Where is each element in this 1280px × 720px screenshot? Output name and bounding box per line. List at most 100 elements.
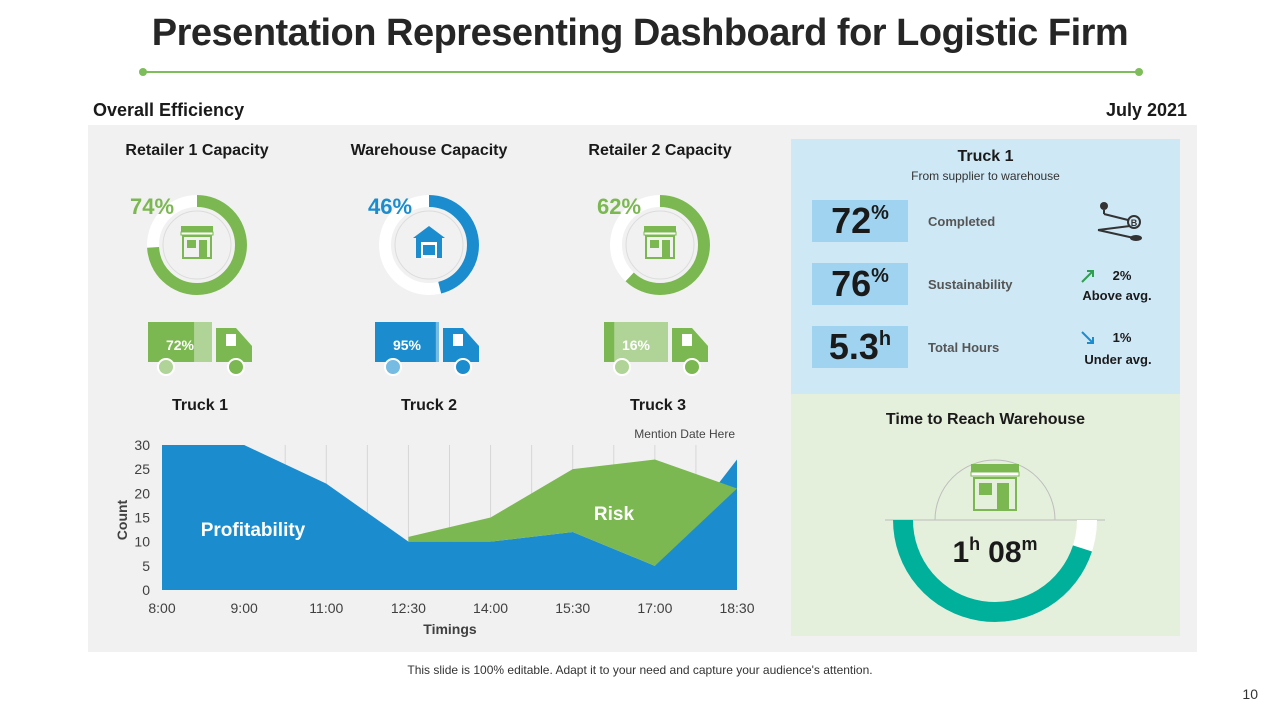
y-tick-label: 20	[134, 485, 150, 501]
gauge-progress	[893, 519, 1093, 622]
truck-wheel	[683, 358, 701, 376]
completed-unit: %	[871, 202, 889, 224]
warehouse-capacity-title: Warehouse Capacity	[350, 142, 508, 159]
retailer1-capacity-title: Retailer 1 Capacity	[125, 142, 269, 159]
x-tick-label: 15:30	[555, 600, 590, 616]
completed-metric-value: 72%	[812, 200, 908, 242]
page-number: 10	[1242, 686, 1258, 702]
y-tick-label: 5	[142, 558, 150, 574]
truck3-label: Truck 3	[629, 397, 687, 414]
truck3-capacity-icon: 16%	[604, 322, 708, 376]
truck-wheel	[384, 358, 402, 376]
donut-arc	[147, 195, 247, 295]
truck2-percent: 95%	[393, 337, 422, 353]
truck-window	[682, 334, 692, 346]
section-title: Overall Efficiency	[93, 100, 245, 120]
time-minutes-unit: m	[1022, 534, 1038, 554]
total-hours-trend-text: Under avg.	[1084, 352, 1152, 367]
retailer2-capacity-donut	[610, 195, 710, 295]
x-tick-label: 18:30	[719, 600, 754, 616]
route-icon: B	[1097, 202, 1142, 241]
truck1-label: Truck 1	[171, 397, 229, 414]
y-tick-label: 0	[142, 582, 150, 598]
chart-annotation: Mention Date Here	[634, 427, 735, 441]
truck-wheel	[227, 358, 245, 376]
y-axis-ticks: 0 5 10 15 20 25 30	[134, 437, 150, 598]
truck-wheel	[613, 358, 631, 376]
sustainability-metric-box: 76%	[812, 263, 908, 305]
truck2-label: Truck 2	[400, 397, 458, 414]
donut-center	[625, 210, 695, 280]
donut-arc	[610, 195, 710, 295]
sustainability-trend-text: Above avg.	[1082, 288, 1152, 303]
truck-cargo-fill	[148, 322, 195, 362]
store-icon	[643, 226, 677, 259]
page-title: Presentation Representing Dashboard for …	[151, 12, 1129, 54]
completed-label: Completed	[928, 214, 996, 229]
trend-up-icon	[1081, 270, 1094, 283]
trend-down-icon	[1081, 331, 1094, 344]
retailer1-capacity-percent: 74%	[130, 194, 175, 219]
retailer2-capacity-title: Retailer 2 Capacity	[588, 142, 732, 159]
x-tick-label: 14:00	[473, 600, 508, 616]
sustainability-unit: %	[871, 265, 889, 287]
time-hours: 1	[952, 536, 969, 569]
x-tick-label: 17:00	[637, 600, 672, 616]
truck-cargo-fill	[375, 322, 436, 362]
truck-window	[226, 334, 236, 346]
retailer2-capacity-percent: 62%	[597, 194, 642, 219]
store-icon	[180, 226, 214, 259]
series-label-risk: Risk	[594, 504, 635, 525]
y-axis-label: Count	[114, 499, 130, 540]
truck1-detail-subtitle: From supplier to warehouse	[911, 169, 1060, 183]
area-risk	[408, 459, 737, 566]
sustainability-trend-value: 2%	[1112, 268, 1132, 283]
x-tick-label: 8:00	[148, 600, 175, 616]
warehouse-icon	[413, 226, 445, 258]
total-hours-metric-value: 5.3h	[812, 326, 908, 368]
x-tick-label: 12:30	[391, 600, 426, 616]
x-axis-label: Timings	[423, 621, 477, 637]
truck1-percent: 72%	[166, 337, 195, 353]
warehouse-capacity-donut	[379, 195, 479, 295]
gauge-dome	[934, 459, 1056, 521]
date-label: July 2021	[1105, 100, 1187, 120]
completed-value: 72	[831, 200, 872, 241]
time-to-reach-gauge: 1h 08m	[885, 459, 1105, 622]
truck1-detail-title: Truck 1	[957, 148, 1014, 165]
truck-cargo-fill	[604, 322, 615, 362]
truck-wheel	[454, 358, 472, 376]
total-hours-unit: h	[878, 328, 892, 350]
truck-wheel	[157, 358, 175, 376]
sustainability-metric-value: 76%	[812, 263, 908, 305]
y-tick-label: 10	[134, 534, 150, 550]
x-tick-label: 11:00	[309, 600, 343, 616]
truck1-capacity-icon: 72%	[148, 322, 252, 376]
divider-dot-left	[139, 68, 147, 76]
sustainability-label: Sustainability	[928, 277, 1013, 292]
sustainability-value: 76	[831, 263, 872, 304]
time-minutes: 08	[988, 536, 1021, 569]
chart-areas	[162, 445, 737, 590]
completed-metric-box: 72%	[812, 200, 908, 242]
svg-text:B: B	[1131, 218, 1138, 228]
donut-arc	[379, 195, 479, 295]
truck2-capacity-icon: 95%	[375, 322, 479, 376]
donut-center	[162, 210, 232, 280]
time-to-reach-value: 1h 08m	[952, 534, 1037, 569]
time-hours-unit: h	[969, 534, 980, 554]
total-hours-metric-box: 5.3h	[812, 326, 908, 368]
retailer1-capacity-donut	[147, 195, 247, 295]
footer-note: This slide is 100% editable. Adapt it to…	[407, 663, 873, 677]
y-tick-label: 15	[134, 510, 150, 526]
truck3-percent: 16%	[622, 337, 651, 353]
truck-window	[453, 334, 463, 346]
y-tick-label: 25	[134, 461, 150, 477]
title-divider	[142, 71, 1142, 73]
time-to-reach-title: Time to Reach Warehouse	[885, 411, 1086, 428]
x-axis-ticks: 8:00 9:00 11:00 12:30 14:00 15:30 17:00 18:30	[148, 600, 754, 616]
warehouse-capacity-percent: 46%	[368, 194, 413, 219]
timings-area-chart: 0 5 10 15 20 25 30 8:00 9:00 11:00 12:30 14:00 15:3…	[114, 427, 755, 637]
total-hours-trend-value: 1%	[1112, 330, 1132, 345]
area-profitability	[162, 445, 737, 590]
